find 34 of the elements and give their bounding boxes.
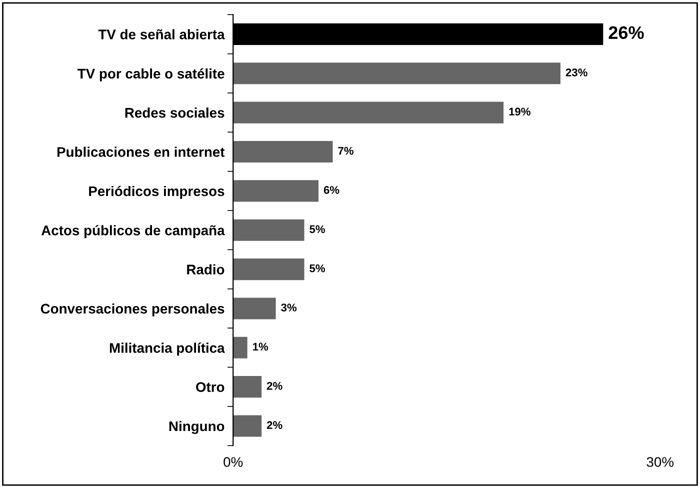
bar — [233, 62, 560, 84]
y-tick-label: Redes sociales — [125, 108, 224, 118]
data-label: 5% — [310, 264, 326, 272]
data-label: 6% — [324, 186, 340, 194]
data-label: 26% — [608, 26, 644, 40]
bar — [233, 415, 262, 437]
y-tick-label: Periódicos impresos — [89, 186, 224, 199]
y-tick-label: Ninguno — [169, 420, 224, 434]
bar — [233, 298, 276, 320]
x-tick-label: 0% — [224, 457, 243, 467]
data-label: 1% — [253, 342, 268, 351]
bar — [233, 102, 504, 124]
y-tick-label: TV por cable o satélite — [78, 68, 224, 82]
bar — [233, 140, 333, 163]
y-tick-label: Actos públicos de campaña — [41, 225, 225, 238]
y-tick-label: Publicaciones en internet — [57, 146, 225, 157]
y-tick-label: Conversaciones personales — [40, 303, 224, 316]
x-tick-label: 30% — [646, 457, 674, 467]
data-label: 7% — [338, 146, 354, 155]
data-label: 19% — [509, 108, 530, 116]
bar — [233, 336, 248, 358]
data-label: 3% — [281, 304, 297, 312]
y-tick-label: Militancia política — [110, 342, 225, 356]
data-label: 23% — [566, 68, 588, 76]
y-tick-label: Otro — [196, 382, 224, 392]
y-tick-label: TV de señal abierta — [98, 29, 225, 40]
data-label: 5% — [310, 225, 326, 234]
bar — [233, 376, 262, 398]
bar — [233, 258, 304, 280]
data-label: 2% — [266, 421, 282, 429]
bar — [233, 180, 318, 202]
bar — [233, 219, 304, 241]
y-tick-label: Radio — [187, 264, 224, 274]
data-label: 2% — [266, 382, 282, 390]
